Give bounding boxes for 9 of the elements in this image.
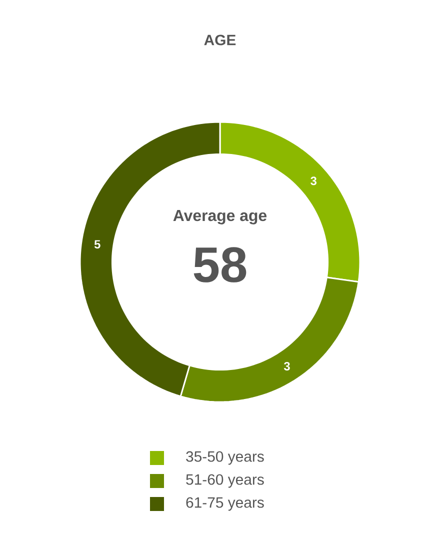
legend-label: 61-75 years [186,497,264,511]
chart-title: AGE [204,34,236,46]
legend-label: 35-50 years [186,451,264,465]
text: 58 [194,247,246,282]
data-label: 3 [284,362,290,370]
text: Average age [173,210,267,224]
data-label: 5 [94,240,100,249]
data-label: 3 [310,176,317,186]
legend-label: 51-60 years [186,474,264,488]
